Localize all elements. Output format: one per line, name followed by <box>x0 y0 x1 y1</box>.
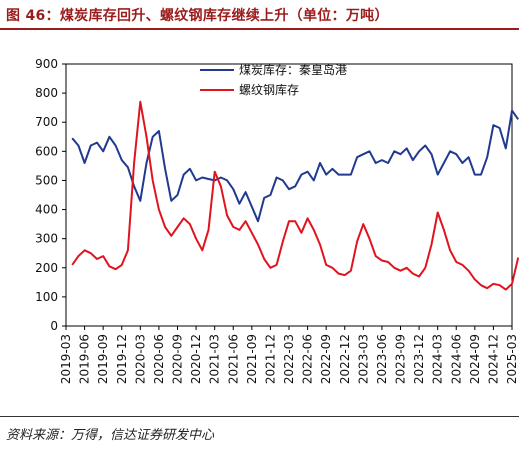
y-tick-label: 900 <box>35 57 58 71</box>
x-tick-label: 2023-09 <box>394 334 408 384</box>
y-tick-label: 400 <box>35 203 58 217</box>
x-tick-label: 2024-03 <box>431 334 445 384</box>
x-tick-label: 2024-06 <box>449 334 463 384</box>
x-tick-label: 2022-06 <box>301 334 315 384</box>
x-tick-label: 2022-03 <box>282 334 296 384</box>
figure-title-bar: 图 46：煤炭库存回升、螺纹钢库存继续上升（单位：万吨） <box>0 0 519 30</box>
x-tick-label: 2024-12 <box>486 334 500 384</box>
legend-label-1: 煤炭库存：秦皇岛港 <box>239 62 347 77</box>
figure-title: 图 46：煤炭库存回升、螺纹钢库存继续上升（单位：万吨） <box>6 8 389 24</box>
x-tick-label: 2020-03 <box>133 334 147 384</box>
x-tick-label: 2022-12 <box>338 334 352 384</box>
source-bar: 资料来源：万得，信达证券研发中心 <box>0 416 519 449</box>
line-chart: 0 100 200 300 400 500 600 700 800 900 2019-03 2019-… <box>35 57 519 384</box>
x-tick-label: 2019-12 <box>115 334 129 384</box>
series-line-1 <box>71 109 519 223</box>
series-line-2 <box>71 100 519 291</box>
y-tick-label: 600 <box>35 144 58 158</box>
x-tick-label: 2024-09 <box>468 334 482 384</box>
x-tick-label: 2019-03 <box>59 334 73 384</box>
y-tick-label: 800 <box>35 86 58 100</box>
x-tick-label: 2019-06 <box>78 334 92 384</box>
y-tick-label: 700 <box>35 115 58 129</box>
source-note: 资料来源：万得，信达证券研发中心 <box>6 428 215 443</box>
x-tick-label: 2021-09 <box>245 334 259 384</box>
legend-label-2: 螺纹钢库存 <box>239 82 299 97</box>
x-tick-label: 2020-06 <box>152 334 166 384</box>
x-tick-label: 2021-03 <box>208 334 222 384</box>
y-tick-label: 500 <box>35 173 58 187</box>
x-tick-label: 2020-09 <box>171 334 185 384</box>
y-tick-label: 200 <box>35 261 58 275</box>
x-tick-label: 2020-12 <box>189 334 203 384</box>
x-tick-label: 2021-12 <box>263 334 277 384</box>
x-tick-label: 2023-03 <box>356 334 370 384</box>
x-tick-label: 2019-09 <box>96 334 110 384</box>
x-tick-label: 2021-06 <box>226 334 240 384</box>
series-lines <box>71 100 519 291</box>
x-tick-label: 2025-03 <box>505 334 519 384</box>
x-tick-label: 2023-12 <box>412 334 426 384</box>
y-tick-label: 300 <box>35 232 58 246</box>
y-tick-label: 100 <box>35 290 58 304</box>
y-tick-label: 0 <box>50 319 58 333</box>
axes: 0 100 200 300 400 500 600 700 800 900 2019-03 2019-… <box>35 57 519 384</box>
x-tick-label: 2023-06 <box>375 334 389 384</box>
plot-frame <box>65 63 513 327</box>
x-tick-label: 2022-09 <box>319 334 333 384</box>
